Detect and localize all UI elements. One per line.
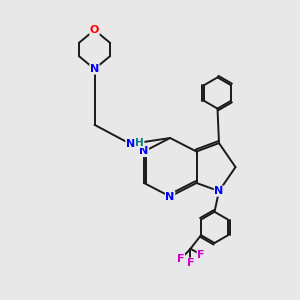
Text: O: O (90, 25, 99, 35)
Text: N: N (90, 64, 99, 74)
Text: F: F (187, 258, 194, 268)
Text: F: F (177, 254, 184, 264)
Text: N: N (166, 191, 175, 202)
Text: H: H (135, 137, 144, 148)
Text: N: N (214, 186, 224, 196)
Text: N: N (140, 146, 148, 157)
Text: N: N (126, 139, 135, 149)
Text: F: F (197, 250, 205, 260)
